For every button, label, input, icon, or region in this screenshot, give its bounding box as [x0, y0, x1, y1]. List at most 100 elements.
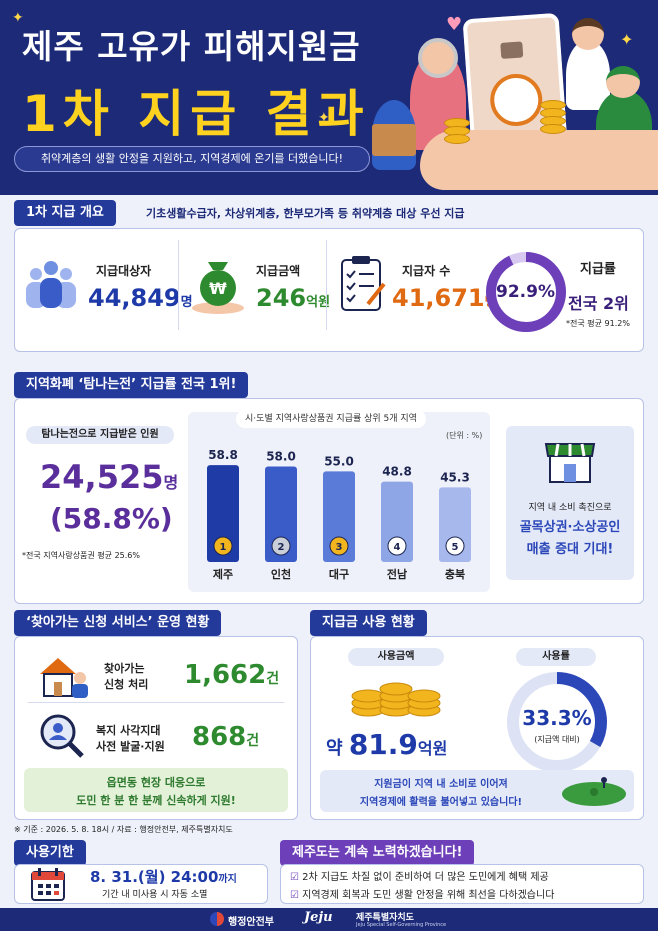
rank-number: 5	[452, 542, 459, 553]
merchant-head	[606, 66, 640, 98]
stat-value: 246억원	[256, 284, 331, 312]
usage-rate-label: 사용률	[516, 648, 596, 666]
rank-badge	[387, 536, 407, 556]
usage-amount-label: 사용금액	[348, 648, 444, 666]
section-title-tamna: 지역화폐 ‘탐나는전’ 지급률 전국 1위!	[14, 372, 249, 398]
divider	[28, 702, 284, 703]
payment-rate-value: 92.9%	[496, 282, 555, 302]
hero-banner: ✦ ✦ ♥ ♥ ✦ 제주 고유가 피해지원금 1차 지급 결과 취약계층의 생활…	[0, 0, 658, 195]
footer-logo-mois: 행정안전부	[228, 917, 274, 928]
bar-value-label: 45.3	[440, 470, 470, 484]
bar-category-label: 대구	[329, 567, 349, 581]
bar-value-label: 55.0	[324, 454, 354, 468]
footer-logo-jeju-province-en: Jeju Special Self-Governing Province	[356, 922, 447, 928]
grandmother-head	[418, 38, 458, 78]
card-emblem-icon	[488, 72, 545, 128]
recipients-percent: (58.8%)	[50, 502, 173, 535]
rank-number: 1	[220, 542, 227, 553]
divider	[178, 240, 179, 330]
section-title-overview: 1차 지급 개요	[14, 200, 116, 226]
bar-category-label: 전남	[387, 567, 407, 581]
recipients-label: 탐나는전으로 지급받은 인원	[26, 426, 174, 444]
bar-value-label: 48.8	[382, 465, 412, 479]
checkbox-icon: ☑	[290, 890, 299, 901]
rank-badge	[271, 536, 291, 556]
bar-대구	[323, 471, 355, 562]
usage-banner-text: 지원금이 지역 내 소비로 이어져	[374, 779, 508, 790]
rank-number: 3	[336, 542, 343, 553]
stat-label: 지급대상자	[96, 264, 152, 278]
money-bag-icon: ₩	[192, 262, 244, 314]
divider	[326, 240, 327, 330]
side-highlight: 골목상권·소상공인	[519, 520, 621, 535]
effort-item: ☑ 지역경제 회복과 도민 생활 안정을 위해 최선을 다하겠습니다	[290, 890, 555, 901]
section-title-visit-service: ‘찾아가는 신청 서비스’ 운영 현황	[14, 610, 222, 636]
visit-item-label: 사전 발굴·지원	[96, 740, 165, 753]
visit-item-value: 868건	[192, 722, 260, 752]
store-icon	[544, 443, 596, 483]
checklist-icon	[341, 256, 386, 311]
payment-rate-label: 지급률	[580, 262, 616, 277]
visit-item-label: 찾아가는	[104, 662, 145, 675]
magnifier-person-icon	[40, 714, 84, 758]
footer-logo-jeju-province: 제주특별자치도	[356, 913, 414, 923]
recipients-value: 24,525명	[40, 458, 179, 496]
visit-item-label: 신청 처리	[104, 678, 149, 691]
woman-illustration	[566, 40, 610, 110]
payment-rate-note: *전국 평균 91.2%	[566, 319, 630, 328]
svg-text:₩: ₩	[209, 279, 227, 298]
deadline-date: 8. 31.(월) 24:00까지	[90, 868, 237, 886]
recipients-note: *전국 지역사랑상품권 평균 25.6%	[22, 551, 141, 560]
footer-logo-jeju: Jeju	[304, 910, 333, 925]
sparkle-icon: ✦	[620, 30, 634, 49]
checkbox-icon: ☑	[290, 872, 299, 883]
usage-rate-value: 33.3%	[522, 706, 592, 730]
usage-rate-note: (지급액 대비)	[534, 735, 580, 744]
bar-category-label: 충북	[445, 567, 465, 581]
rank-badge	[213, 536, 233, 556]
deadline-note: 기간 내 미사용 시 자동 소멸	[102, 890, 208, 900]
effort-box	[280, 864, 644, 904]
rank-number: 2	[278, 542, 285, 553]
stat-label: 지급금액	[256, 264, 301, 278]
section-title-deadline: 사용기한	[14, 840, 86, 866]
sparkle-icon: ✦	[12, 10, 24, 26]
side-highlight: 매출 증대 기대!	[526, 542, 614, 557]
jeju-island-icon	[562, 777, 626, 806]
overview-description: 기초생활수급자, 차상위계층, 한부모가족 등 취약계층 대상 우선 지급	[146, 207, 465, 220]
payment-rate-rank: 전국 2위	[568, 294, 629, 313]
payment-rate-donut	[486, 252, 566, 332]
house-visit-icon	[40, 658, 88, 698]
overview-box	[14, 228, 644, 352]
rank-badge	[445, 536, 465, 556]
visit-item-value: 1,662건	[184, 660, 280, 690]
stat-label: 지급자 수	[402, 264, 451, 278]
bar-value-label: 58.0	[266, 449, 296, 463]
stat-value: 41,671명	[392, 284, 497, 312]
rank-badge	[329, 536, 349, 556]
coin-icon	[444, 134, 470, 144]
coin-icon	[540, 124, 566, 134]
visit-banner	[24, 768, 288, 812]
bar-chart: 58.8 1 제주 58.0 2 인천 55.0 3 대구 48.8 4 전남 45.3 5 충북	[207, 448, 471, 581]
box-illustration	[372, 124, 416, 156]
section-title-effort: 제주도는 계속 노력하겠습니다!	[280, 840, 475, 866]
coins-icon	[351, 682, 441, 717]
section-title-usage: 지급금 사용 현황	[310, 610, 427, 636]
usage-amount-value: 약 81.9억원	[326, 728, 448, 761]
footer-bar	[0, 908, 658, 931]
page-subtitle: 1차 지급 결과	[22, 85, 370, 143]
visit-banner-text: 도민 한 분 한 분께 신속하게 지원!	[76, 794, 236, 807]
rank-number: 4	[394, 542, 401, 553]
bar-제주	[207, 465, 239, 562]
woman-head	[572, 18, 604, 50]
chart-unit-label: (단위 : %)	[446, 431, 483, 440]
sparkle-icon: ✦	[318, 110, 330, 126]
bar-value-label: 58.8	[208, 448, 238, 462]
bar-인천	[265, 466, 297, 562]
side-text: 지역 내 소비 촉진으로	[528, 503, 612, 513]
usage-banner-text: 지역경제에 활력을 불어넣고 있습니다!	[359, 797, 523, 808]
visit-item-label: 복지 사각지대	[96, 724, 161, 737]
source-note: ※ 기준 : 2026. 5. 8. 18시 / 자료 : 행정안전부, 제주특…	[14, 825, 233, 834]
